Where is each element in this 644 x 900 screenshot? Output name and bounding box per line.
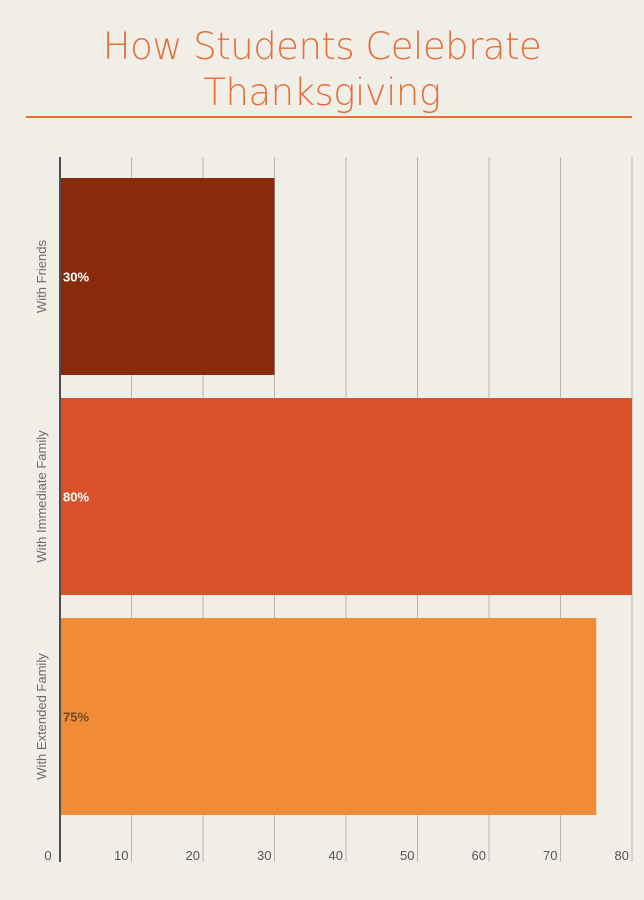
x-tick-label-20: 20 — [186, 848, 200, 863]
chart-title: How Students Celebrate Thanksgiving — [0, 24, 644, 116]
data-labels: 30% 80% 75% — [63, 270, 89, 725]
bar-with-friends — [60, 178, 275, 375]
x-tick-labels: 0 10 20 30 40 50 60 70 80 — [44, 848, 629, 863]
category-label-with-immediate-family: With Immediate Family — [34, 430, 49, 563]
x-tick-label-30: 30 — [257, 848, 271, 863]
bar-with-extended-family — [60, 618, 597, 815]
x-tick-label-0: 0 — [44, 848, 51, 863]
chart-title-line-1: How Students Celebrate — [102, 25, 542, 68]
x-tick-label-40: 40 — [329, 848, 343, 863]
category-label-with-friends: With Friends — [34, 240, 49, 313]
x-tick-label-50: 50 — [400, 848, 414, 863]
data-label-2: 80% — [63, 490, 89, 505]
chart-title-line-2: Thanksgiving — [203, 71, 441, 114]
data-label-1: 30% — [63, 270, 89, 285]
x-tick-label-80: 80 — [615, 848, 629, 863]
bar-with-immediate-family — [60, 398, 632, 595]
category-label-with-extended-family: With Extended Family — [34, 653, 49, 780]
x-tick-label-10: 10 — [114, 848, 128, 863]
x-tick-label-60: 60 — [472, 848, 486, 863]
category-labels: With Friends With Immediate Family With Ex… — [34, 240, 49, 780]
x-tick-label-70: 70 — [543, 848, 557, 863]
title-underline — [26, 116, 632, 118]
bars-group — [60, 178, 632, 815]
data-label-3: 75% — [63, 710, 89, 725]
